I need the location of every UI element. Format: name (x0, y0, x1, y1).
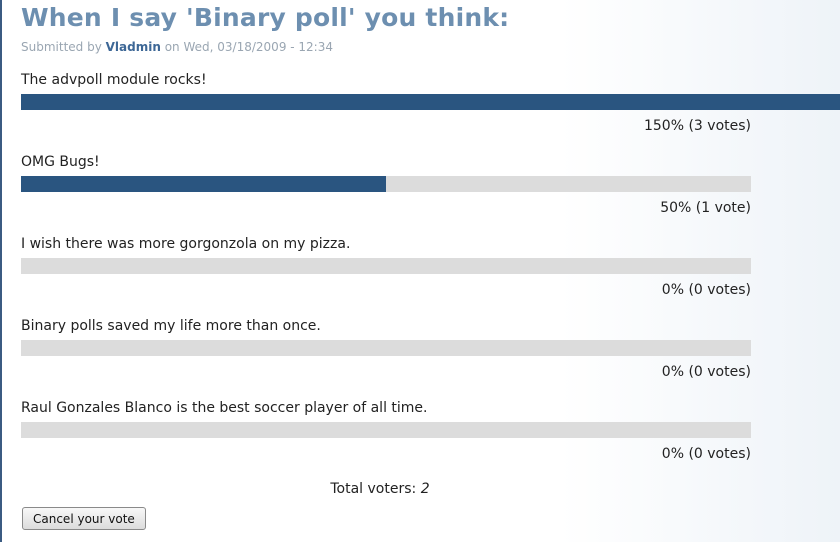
author-link[interactable]: Vladmin (105, 40, 161, 54)
result-bar (21, 176, 751, 192)
total-voters-label: Total voters: (330, 481, 417, 497)
poll-choice: The advpoll module rocks! 150% (3 votes) (21, 70, 840, 134)
page-title: When I say 'Binary poll' you think: (21, 3, 510, 32)
result-bar (21, 422, 751, 438)
choice-result: 0% (0 votes) (661, 446, 751, 462)
choice-result: 0% (0 votes) (661, 282, 751, 298)
choice-result: 150% (3 votes) (643, 118, 751, 134)
choice-label: The advpoll module rocks! (21, 72, 207, 88)
choice-label: Raul Gonzales Blanco is the best soccer … (21, 400, 428, 416)
submitted-label: Submitted by (21, 40, 102, 54)
result-bar (21, 340, 751, 356)
poll-choice: I wish there was more gorgonzola on my p… (21, 234, 751, 298)
poll-choice: Binary polls saved my life more than onc… (21, 316, 751, 380)
left-border (0, 0, 2, 542)
cancel-vote-button[interactable]: Cancel your vote (22, 507, 146, 530)
choice-result: 50% (1 vote) (660, 200, 751, 216)
on-label: on (164, 40, 180, 54)
total-voters: Total voters: 2 (0, 481, 760, 497)
result-bar-fill (21, 94, 840, 110)
choice-label: OMG Bugs! (21, 154, 100, 170)
result-bar-fill (21, 176, 386, 192)
submitted-date: Wed, 03/18/2009 - 12:34 (183, 40, 334, 54)
poll-choice: Raul Gonzales Blanco is the best soccer … (21, 398, 751, 462)
total-voters-value: 2 (420, 481, 430, 497)
result-bar (21, 258, 751, 274)
choice-label: I wish there was more gorgonzola on my p… (21, 236, 351, 252)
choice-result: 0% (0 votes) (661, 364, 751, 380)
submitted-meta: Submitted by Vladmin on Wed, 03/18/2009 … (21, 40, 333, 54)
poll-choice: OMG Bugs! 50% (1 vote) (21, 152, 751, 216)
result-bar (21, 94, 840, 110)
choice-label: Binary polls saved my life more than onc… (21, 318, 321, 334)
